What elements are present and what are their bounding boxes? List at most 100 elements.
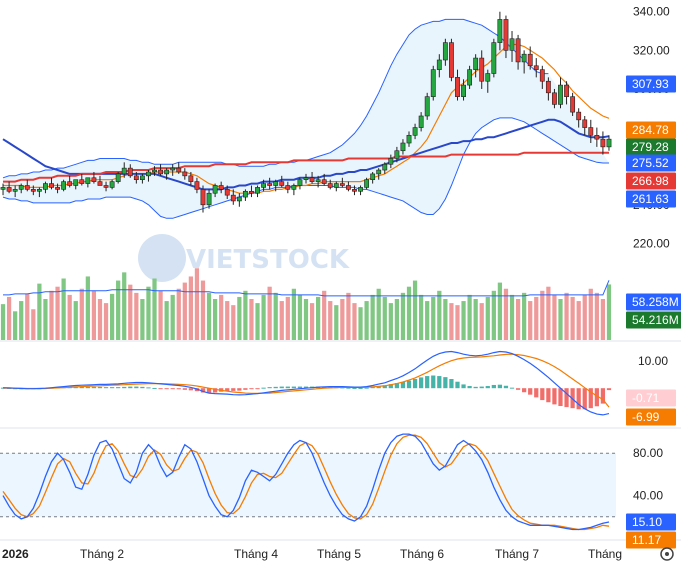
volume-bar	[528, 301, 533, 340]
candle-body	[279, 181, 285, 186]
candle-body	[442, 42, 448, 61]
macd-histogram-bar	[261, 387, 266, 389]
candle-body	[382, 163, 388, 171]
macd-histogram-bar	[455, 381, 460, 389]
candle-body	[303, 177, 309, 180]
candle-body	[285, 185, 291, 190]
candle-body	[194, 181, 200, 190]
candle-body	[273, 181, 279, 186]
macd-histogram-bar	[170, 388, 175, 390]
volume-bar	[146, 286, 151, 340]
volume-bar	[303, 299, 309, 340]
macd-histogram-bar	[485, 386, 490, 389]
macd-histogram-bar	[346, 387, 351, 389]
candle-body	[521, 53, 527, 63]
price-badge-bg	[626, 138, 676, 156]
macd-hist-badge-bg	[626, 389, 676, 407]
macd-histogram-bar	[267, 387, 272, 389]
candle-body	[212, 185, 218, 194]
volume-bar	[243, 290, 248, 340]
candle-body	[485, 73, 491, 82]
macd-histogram-bar	[225, 388, 230, 392]
price-y-tick-label: 340.00	[633, 5, 670, 19]
volume-bar	[249, 299, 254, 340]
volume-bar	[261, 294, 266, 340]
macd-histogram-bar	[243, 388, 248, 390]
candle-body	[545, 80, 551, 94]
macd-histogram-bar	[461, 384, 466, 389]
volume-bar	[582, 294, 587, 340]
macd-histogram-bar	[182, 388, 187, 390]
volume-bar	[328, 301, 333, 340]
candle-body	[139, 175, 145, 180]
macd-histogram-bar	[491, 384, 496, 389]
watermark-logo: VIETSTOCK	[138, 234, 350, 282]
candle-body	[0, 187, 6, 190]
candle-body	[333, 183, 339, 188]
candle-body	[206, 192, 212, 206]
price-badge-bg	[626, 154, 676, 172]
macd-histogram-bar	[231, 388, 236, 391]
macd-histogram-bar	[570, 388, 575, 409]
candle-body	[533, 65, 539, 70]
settings-gear-icon[interactable]	[660, 547, 674, 561]
macd-histogram-bar	[394, 383, 400, 389]
candle-body	[36, 189, 42, 192]
macd-histogram-bar	[364, 387, 369, 389]
candle-body	[18, 185, 24, 190]
macd-histogram-bar	[467, 386, 472, 389]
candle-body	[424, 96, 430, 117]
candle-body	[449, 42, 454, 78]
macd-histogram-bar	[79, 386, 84, 389]
candle-body	[291, 185, 297, 190]
volume-bar	[0, 304, 6, 340]
volume-bar	[455, 305, 460, 340]
candle-body	[515, 38, 521, 63]
macd-histogram-bar	[449, 379, 454, 389]
volume-bar	[79, 288, 84, 340]
volume-bar	[382, 296, 387, 340]
volume-bar	[231, 305, 236, 340]
volume-bar	[552, 294, 557, 340]
candle-body	[418, 115, 424, 128]
macd-pane	[0, 350, 612, 416]
price-badge-label: 307.93	[632, 77, 669, 91]
macd-histogram-bar	[279, 386, 284, 389]
price-badges: 307.93 284.78 279.28 275.52 266.98 261.63 58.2…	[626, 75, 681, 549]
macd-histogram-bar	[479, 386, 484, 389]
bollinger-upper	[2, 18, 549, 179]
volume-bar	[515, 299, 521, 340]
candle-body	[109, 181, 115, 188]
macd-hist-badge-label: -0.71	[632, 391, 660, 405]
macd-histogram-bar	[291, 386, 297, 389]
volume-bar	[55, 286, 60, 340]
x-tick-label: Tháng 5	[317, 547, 361, 561]
price-badge-bg	[626, 75, 676, 93]
volume-bar	[170, 294, 175, 340]
macd-histogram-bar	[200, 388, 206, 393]
volume-bar	[558, 299, 563, 340]
candle-body	[479, 57, 485, 82]
candle-body	[345, 185, 351, 190]
volume-bar	[534, 296, 539, 340]
macd-line	[2, 350, 610, 416]
candle-body	[121, 167, 127, 175]
candle-body	[12, 189, 18, 192]
candle-body	[600, 138, 606, 148]
x-axis: 2026 Tháng 2 Tháng 4 Tháng 5 Tháng 6 Tháng 7 T…	[2, 547, 622, 561]
macd-histogram-bar	[158, 388, 163, 390]
volume-bar	[497, 282, 503, 340]
macd-histogram-bar	[540, 388, 545, 401]
candle-body	[576, 111, 582, 121]
candle-body	[218, 185, 224, 190]
candle-body	[236, 196, 242, 202]
candle-body	[436, 59, 442, 70]
macd-histogram-bar	[576, 388, 581, 410]
volume-bar	[91, 290, 97, 340]
volume-bar	[309, 303, 315, 340]
price-badge-bg	[626, 190, 676, 208]
volume-bar	[237, 296, 242, 340]
macd-histogram-bar	[73, 386, 78, 389]
volume-bar	[370, 294, 375, 340]
macd-histogram-bar	[116, 387, 121, 389]
